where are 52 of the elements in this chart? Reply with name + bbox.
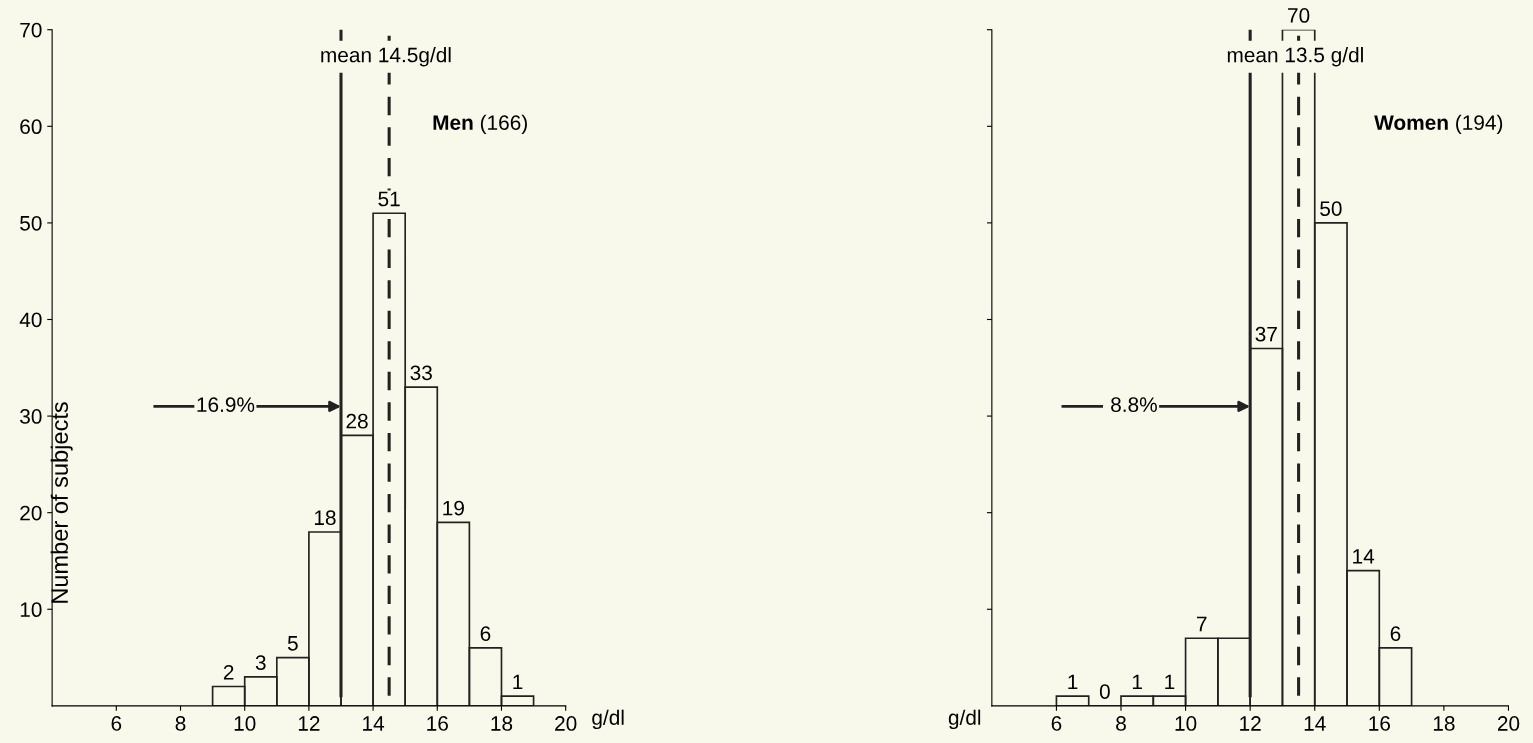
data-label: 19	[443, 500, 464, 516]
ref-line-label: mean 14.5g/dl	[321, 47, 451, 67]
x-tick-label: 6	[111, 716, 122, 731]
x-axis-title: g/dl	[592, 709, 624, 730]
y-tick-label: 60	[20, 119, 42, 135]
x-tick-label: 18	[1433, 716, 1455, 731]
y-tick-label: 70	[20, 22, 42, 38]
y-tick-label: 50	[20, 215, 42, 231]
x-tick-label: 6	[1051, 716, 1062, 731]
annotation: 8.8%	[1111, 397, 1157, 413]
data-label: 50	[1320, 201, 1342, 216]
y-tick-label: 20	[20, 505, 42, 521]
y-tick-label: 40	[19, 312, 42, 328]
data-label: 0	[1099, 684, 1110, 699]
x-tick-label: 16	[1369, 716, 1390, 731]
x-tick-label: 8	[1116, 716, 1126, 731]
x-tick-label: 20	[555, 716, 577, 731]
annotation: Women (194)	[1374, 114, 1503, 135]
x-tick-label: 14	[363, 716, 385, 731]
x-axis-title: g/dl	[948, 709, 981, 730]
x-tick-label: 12	[298, 716, 320, 731]
data-label: 28	[346, 413, 368, 429]
data-label: 18	[314, 510, 336, 526]
x-tick-label: 8	[175, 716, 186, 731]
data-label: 6	[480, 626, 491, 641]
data-label: 14	[1353, 549, 1375, 564]
x-tick-label: 20	[1497, 716, 1520, 731]
annotation: 16.9%	[197, 397, 255, 413]
x-tick-label: 10	[1175, 716, 1197, 731]
x-tick-label: 14	[1304, 716, 1326, 731]
x-tick-label: 10	[234, 716, 256, 731]
x-tick-label: 16	[427, 716, 448, 731]
data-label: 1	[513, 674, 523, 690]
data-label: 37	[1255, 326, 1277, 342]
data-label: 3	[255, 655, 266, 670]
data-label: 1	[1165, 674, 1175, 690]
y-axis-title: Number of subjects	[50, 402, 73, 603]
data-label: 6	[1390, 626, 1401, 641]
y-tick-label: 10	[20, 602, 42, 618]
data-label: 51	[378, 191, 400, 207]
data-label: 1	[1068, 674, 1078, 690]
annotation: Men (166)	[433, 114, 527, 135]
data-label: 70	[1288, 8, 1310, 23]
data-label: 5	[287, 636, 298, 651]
ref-line-label: mean 13.5 g/dl	[1227, 47, 1363, 67]
y-tick-label: 30	[20, 409, 42, 424]
data-label: 33	[410, 365, 432, 381]
data-label: 2	[223, 664, 234, 680]
x-tick-label: 18	[491, 716, 513, 731]
data-label: 7	[1197, 616, 1207, 632]
x-tick-label: 12	[1240, 716, 1261, 731]
data-label: 1	[1132, 674, 1142, 690]
